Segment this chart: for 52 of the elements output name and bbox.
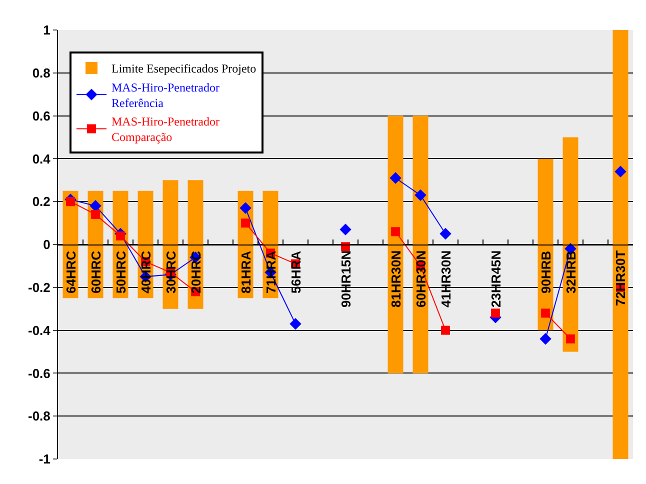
bar	[538, 158, 554, 330]
point	[341, 242, 350, 252]
point	[491, 308, 500, 318]
point	[440, 228, 452, 240]
y-tick-label: 0.6	[32, 108, 50, 124]
bar	[412, 116, 428, 374]
point	[441, 326, 450, 335]
x-tick-label: 60HR30N	[414, 250, 428, 308]
point	[66, 197, 75, 206]
x-tick-label: 40HRC	[138, 250, 154, 294]
point	[116, 231, 125, 240]
point	[390, 172, 402, 184]
x-tick-label: 20HRC	[188, 250, 204, 294]
legend-label: MAS-Hiro-Penetrador Comparação	[112, 114, 220, 144]
point	[614, 166, 626, 178]
point	[240, 202, 252, 214]
x-tick-label: 64HRC	[64, 250, 78, 294]
y-tick-label: -0.6	[28, 366, 50, 381]
y-tick-label: 0.2	[32, 194, 50, 210]
point	[340, 224, 352, 236]
point	[241, 218, 250, 228]
point	[540, 333, 552, 345]
x-tick-label: 90HRB	[538, 250, 554, 294]
x-tick-label: 32HRB	[564, 250, 578, 294]
point	[290, 318, 302, 330]
x-tick-label: 72HR30T	[613, 250, 628, 306]
x-tick-label: 23HR45N	[488, 250, 504, 308]
y-tick-label: 1	[43, 22, 50, 38]
x-tick-label: 90HR15N	[338, 250, 354, 308]
y-tick-label: 0	[43, 237, 50, 252]
bar	[388, 116, 404, 374]
bar	[562, 137, 578, 352]
x-tick-label: 50HRC	[114, 250, 128, 294]
x-tick-label: 60HRC	[88, 250, 104, 294]
x-tick-label: 56HRA	[288, 250, 304, 294]
point	[91, 210, 100, 219]
x-tick-label: 81HR30N	[388, 250, 404, 308]
legend-label: MAS-Hiro-Penetrador Referência	[112, 80, 220, 110]
y-tick-label: -0.8	[28, 408, 50, 424]
y-tick-label: -0.2	[28, 280, 50, 295]
bar	[612, 30, 628, 459]
y-tick-label: -0.4	[28, 322, 52, 338]
point	[391, 227, 400, 236]
x-tick-label: 41HR30N	[438, 250, 454, 308]
y-tick-label: -1	[38, 452, 50, 467]
x-tick-label: 81HRA	[238, 250, 254, 294]
y-tick-label: 0.4	[32, 151, 52, 166]
x-tick-label: 30HRC	[164, 250, 178, 294]
point	[414, 189, 426, 202]
y-tick-label: 0.8	[32, 65, 50, 80]
legend-label: Limite Esepecificados Projeto	[112, 62, 256, 76]
x-tick-label: 71HRA	[264, 250, 278, 294]
